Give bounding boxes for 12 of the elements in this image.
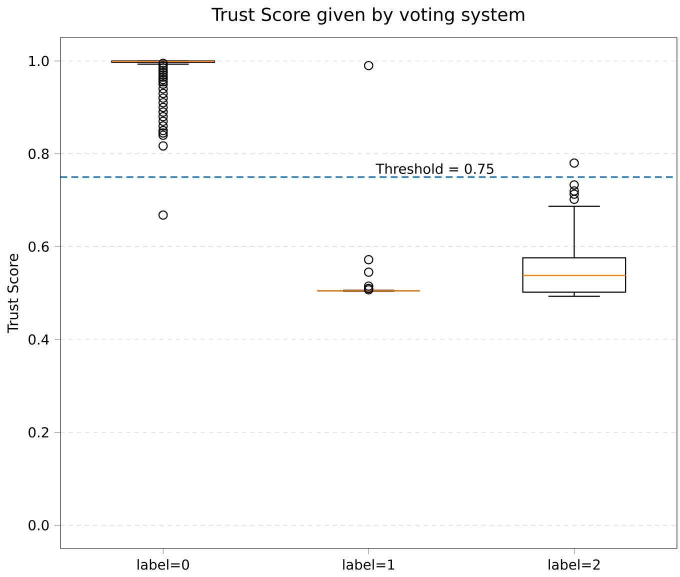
y-tick-label: 1.0 bbox=[29, 56, 49, 66]
y-tick-label: 0.0 bbox=[28, 520, 49, 530]
y-axis-title: Trust Score bbox=[7, 254, 18, 334]
y-tick-label: 0.6 bbox=[28, 241, 49, 252]
x-tick-label: label=2 bbox=[548, 559, 600, 570]
y-tick-label: 0.2 bbox=[28, 427, 48, 438]
y-tick-label: 0.4 bbox=[28, 334, 49, 345]
chart-title: Trust Score given by voting system bbox=[212, 7, 524, 25]
ref-line-label: Threshold = 0.75 bbox=[376, 163, 494, 174]
y-tick-label: 0.8 bbox=[28, 148, 49, 159]
x-tick-label: label=1 bbox=[343, 559, 394, 570]
x-tick-label: label=0 bbox=[138, 559, 190, 570]
